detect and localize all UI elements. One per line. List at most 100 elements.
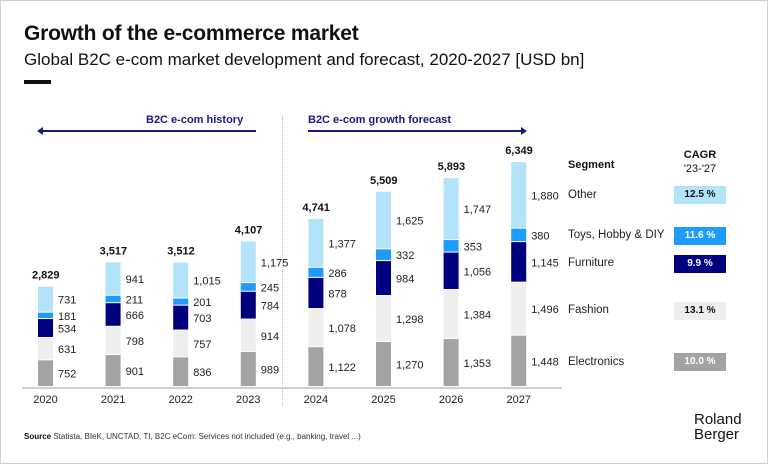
bar-segment-electronics-2020 [38, 360, 53, 386]
source-text: Statista, BIeK, UNCTAD, TI, B2C eCom: Se… [53, 432, 361, 441]
value-label-fashion-2024: 1,078 [328, 323, 356, 335]
value-label-other-2022: 1,015 [193, 276, 221, 288]
total-label-2026: 5,893 [438, 161, 466, 173]
legend-item-furniture: Furniture [568, 257, 615, 269]
title-accent-rule [24, 80, 51, 84]
value-label-fashion-2020: 631 [58, 344, 76, 356]
forecast-label: B2C e-com growth forecast [308, 114, 452, 126]
total-label-2023: 4,107 [235, 224, 263, 236]
value-label-toys-hobby-diy-2024: 286 [328, 268, 346, 280]
bar-segment-other-2021 [105, 262, 121, 295]
value-label-fashion-2021: 798 [126, 336, 144, 348]
cagr-badge-toys: 11.6 % [674, 227, 726, 245]
bar-segment-electronics-2025 [376, 341, 391, 386]
history-forecast-divider [282, 116, 283, 406]
bar-segment-toys-hobby-diy-2025 [376, 249, 391, 261]
value-label-electronics-2026: 1,353 [464, 358, 492, 370]
value-label-electronics-2025: 1,270 [396, 359, 424, 371]
logo-line-1: Roland [694, 411, 742, 428]
value-label-furniture-2024: 878 [328, 288, 346, 300]
history-arrow-line [42, 130, 256, 132]
x-tick-label-2026: 2026 [439, 394, 463, 406]
bar-segment-toys-hobby-diy-2026 [443, 240, 459, 252]
value-label-toys-hobby-diy-2023: 245 [261, 282, 279, 294]
x-tick-label-2023: 2023 [236, 394, 260, 406]
bar-segment-furniture-2020 [38, 319, 53, 337]
total-label-2027: 6,349 [505, 145, 533, 157]
value-label-electronics-2020: 752 [58, 369, 76, 381]
bar-segment-electronics-2022 [173, 357, 189, 386]
legend-item-toys: Toys, Hobby & DIY [568, 229, 665, 241]
cagr-title: CAGR [683, 149, 717, 161]
value-label-furniture-2021: 666 [126, 310, 144, 322]
x-tick-label-2027: 2027 [506, 394, 530, 406]
bar-segment-furniture-2023 [240, 291, 256, 319]
legend-segment-header: Segment [568, 159, 615, 171]
total-label-2021: 3,517 [100, 245, 128, 257]
value-label-fashion-2023: 914 [261, 331, 279, 343]
value-label-electronics-2023: 989 [261, 364, 279, 376]
source-label: Source [24, 432, 52, 441]
value-label-fashion-2025: 1,298 [396, 314, 424, 326]
value-label-electronics-2024: 1,122 [328, 362, 356, 374]
bar-segment-fashion-2021 [105, 326, 121, 355]
bar-segment-furniture-2021 [105, 303, 121, 326]
bar-segment-toys-hobby-diy-2024 [308, 267, 324, 277]
bar-segment-furniture-2022 [173, 305, 189, 330]
bar-segment-toys-hobby-diy-2021 [105, 295, 121, 303]
value-label-toys-hobby-diy-2021: 211 [126, 294, 144, 306]
bar-segment-fashion-2022 [173, 330, 189, 357]
bar-segment-furniture-2026 [443, 252, 459, 290]
value-label-other-2026: 1,747 [464, 204, 492, 216]
bar-segment-other-2027 [511, 162, 527, 228]
bar-segment-fashion-2025 [376, 295, 391, 341]
logo-line-2: Berger [694, 426, 740, 443]
value-label-furniture-2026: 1,056 [464, 266, 492, 278]
bar-segment-fashion-2027 [511, 282, 527, 335]
cagr-period: '23-'27 [683, 163, 717, 175]
bar-segment-fashion-2024 [308, 309, 324, 347]
bar-segment-furniture-2027 [511, 242, 527, 282]
bar-segment-furniture-2025 [376, 261, 391, 295]
bar-segment-toys-hobby-diy-2023 [240, 283, 256, 291]
legend-cagr-header: CAGR '23-'27 [672, 148, 728, 176]
value-label-electronics-2021: 901 [126, 366, 144, 378]
value-label-toys-hobby-diy-2020: 181 [58, 311, 76, 323]
bar-segment-electronics-2023 [240, 351, 256, 386]
cagr-badge-electronics: 10.0 % [674, 353, 726, 371]
value-label-furniture-2020: 534 [58, 324, 76, 336]
bar-segment-other-2020 [38, 286, 53, 312]
value-label-electronics-2022: 836 [193, 367, 211, 379]
value-label-toys-hobby-diy-2022: 201 [193, 297, 211, 309]
forecast-arrow-head-icon [521, 127, 527, 135]
bar-segment-other-2025 [376, 191, 391, 249]
value-label-furniture-2022: 703 [193, 313, 211, 325]
x-tick-label-2024: 2024 [304, 394, 328, 406]
value-label-furniture-2025: 984 [396, 274, 414, 286]
source-note: Source Statista, BIeK, UNCTAD, TI, B2C e… [24, 432, 361, 441]
cagr-badge-other: 12.5 % [674, 186, 726, 204]
bar-segment-electronics-2021 [105, 355, 121, 386]
value-label-fashion-2027: 1,496 [531, 304, 559, 316]
value-label-toys-hobby-diy-2025: 332 [396, 250, 414, 262]
value-label-other-2024: 1,377 [328, 238, 356, 250]
bar-segment-other-2023 [240, 241, 256, 283]
value-label-fashion-2022: 757 [193, 339, 211, 351]
total-label-2022: 3,512 [167, 246, 195, 258]
bar-segment-furniture-2024 [308, 277, 324, 309]
total-label-2024: 4,741 [302, 202, 330, 214]
x-tick-label-2021: 2021 [101, 394, 125, 406]
bar-segment-electronics-2027 [511, 335, 527, 386]
bar-segment-toys-hobby-diy-2027 [511, 228, 527, 242]
value-label-fashion-2026: 1,384 [464, 310, 492, 322]
bar-segment-fashion-2026 [443, 290, 459, 339]
value-label-toys-hobby-diy-2027: 380 [531, 230, 549, 242]
bar-segment-electronics-2026 [443, 339, 459, 386]
forecast-arrow-line [308, 130, 522, 132]
history-label: B2C e-com history [146, 114, 244, 126]
chart-title: Growth of the e-commerce market [24, 22, 359, 45]
value-label-other-2020: 731 [58, 295, 76, 307]
bar-segment-other-2022 [173, 262, 189, 298]
x-tick-label-2025: 2025 [371, 394, 395, 406]
